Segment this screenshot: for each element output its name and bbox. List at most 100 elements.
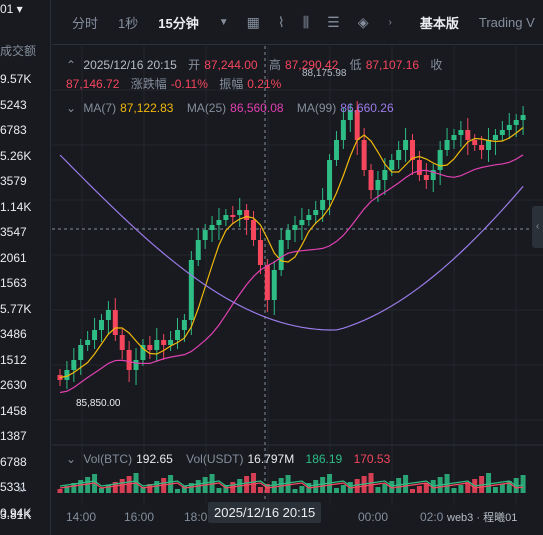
interval-dropdown-icon[interactable]: ▼ <box>218 16 229 28</box>
volume-bar <box>216 488 222 493</box>
ma25-label: MA(25) <box>186 101 227 115</box>
volume-bar <box>506 481 512 493</box>
candle-body <box>416 160 422 175</box>
volume-bar <box>85 477 91 493</box>
volume-bar <box>499 484 505 493</box>
drawing-tools-icon[interactable]: ◈ <box>357 13 369 30</box>
volume-bar <box>458 485 464 493</box>
list-value: 5.77K <box>0 301 32 316</box>
volume-bar <box>451 488 457 493</box>
tab-tradingview[interactable]: Trading V <box>478 14 535 30</box>
vol-btc-label: Vol(BTC) <box>83 452 133 466</box>
list-value: 5243 <box>0 97 27 112</box>
candle-body <box>437 150 443 170</box>
tab-basic-view[interactable]: 基本版 <box>419 15 459 31</box>
ohlc-info: ⌃ 2025/12/16 20:15 开 87,244.00 高 87,290.42… <box>66 56 446 94</box>
list-value: 0.94K <box>0 505 32 520</box>
candle-body <box>251 220 257 240</box>
candle-body <box>105 310 111 320</box>
ma7-line <box>59 127 524 379</box>
volume-bar <box>486 473 492 493</box>
interval-timeline[interactable]: 分时 <box>72 15 99 31</box>
candle-body <box>285 230 291 240</box>
pair-selector[interactable]: 01 ▾ <box>0 2 23 16</box>
candle-body <box>147 345 153 350</box>
volume-bar <box>423 483 429 493</box>
volume-bar <box>71 483 77 493</box>
change-label: 涨跌幅 <box>130 77 167 91</box>
volume-legend: ⌄ Vol(BTC) 192.65 Vol(USDT) 16.797M 186.19… <box>66 452 394 466</box>
candle-body <box>299 220 305 225</box>
volume-bar <box>389 481 395 493</box>
indicator-icon[interactable]: ⌇ <box>277 13 285 30</box>
volume-bar <box>410 489 415 493</box>
candle-body <box>354 110 360 140</box>
open-value: 87,244.00 <box>204 58 258 72</box>
candle-body <box>465 130 471 140</box>
turnover-column-label: 成交额 <box>0 44 37 58</box>
collapse-caret-icon[interactable]: ⌃ <box>66 58 77 72</box>
candle-body <box>333 140 339 160</box>
volume-bar <box>465 482 471 493</box>
candle-body <box>403 140 409 150</box>
list-value: 2630 <box>0 378 27 392</box>
candle-body <box>430 170 436 180</box>
candle-body <box>292 225 298 230</box>
candle-body <box>154 340 160 350</box>
volume-bar <box>292 489 298 493</box>
volume-bar <box>257 487 263 493</box>
volume-bar <box>299 486 305 493</box>
list-value: 9.57K <box>0 72 32 86</box>
candle-body <box>327 160 333 200</box>
time-tick: 18:0 <box>184 510 208 524</box>
candle-body <box>202 230 208 240</box>
candle-body <box>506 125 512 130</box>
volume-bar <box>520 475 526 493</box>
candle-body <box>492 135 498 140</box>
list-value: 2061 <box>0 250 27 265</box>
settings-icon[interactable]: ☰ <box>327 13 340 30</box>
candle-body <box>271 270 277 300</box>
candle-body <box>237 210 243 215</box>
calendar-icon[interactable]: ▦ <box>246 13 260 30</box>
interval-1s[interactable]: 1秒 <box>118 15 139 31</box>
kline-chart[interactable]: 分时 1秒 15分钟 ▼ ▦ ⌇ ⫼ ☰ ◈ › 基本版 Trading V ⌃… <box>52 0 543 535</box>
more-chevron-icon[interactable]: › <box>388 16 392 28</box>
ma99-value: 86,660.26 <box>340 101 394 115</box>
list-bottom-value: 3.81K <box>0 508 32 522</box>
volume-bar <box>492 487 498 493</box>
volume-bar <box>251 473 257 493</box>
source-watermark: web3 · 程曦01 <box>447 512 518 524</box>
candle-body <box>98 320 104 330</box>
ma-collapse-icon[interactable]: ⌄ <box>66 101 77 115</box>
volume-bar <box>333 488 339 493</box>
crosshair-time-label: 2025/12/16 20:15 <box>208 502 322 523</box>
collapse-chevron-icon[interactable]: » <box>18 480 26 496</box>
volume-bar <box>320 477 326 493</box>
change-value: -0.11% <box>170 77 208 91</box>
candle-body <box>64 370 70 380</box>
toolbar-divider <box>52 44 543 45</box>
candle-body <box>209 225 215 230</box>
volume-bar <box>340 485 346 493</box>
candle-body <box>181 320 187 330</box>
candle-body <box>175 330 180 340</box>
list-value: 3579 <box>0 174 27 188</box>
candle-type-icon[interactable]: ⫼ <box>302 13 310 30</box>
volume-bar <box>147 484 153 493</box>
volume-bar <box>78 480 84 493</box>
interval-15m[interactable]: 15分钟 <box>158 15 199 31</box>
volume-bar <box>181 486 187 493</box>
candle-body <box>112 310 118 335</box>
vol-usdt-value: 16.797M <box>247 452 295 466</box>
candle-body <box>244 210 250 220</box>
volume-bar <box>98 488 104 493</box>
side-expand-button[interactable]: ‹ <box>532 206 543 248</box>
vol-collapse-icon[interactable]: ⌄ <box>66 452 77 466</box>
candle-body <box>85 340 91 345</box>
candle-body <box>223 215 229 220</box>
ma7-label: MA(7) <box>83 101 117 115</box>
low-label: 低 <box>349 58 362 72</box>
vol-ma2-value: 170.53 <box>353 452 391 466</box>
candle-body <box>451 135 457 140</box>
